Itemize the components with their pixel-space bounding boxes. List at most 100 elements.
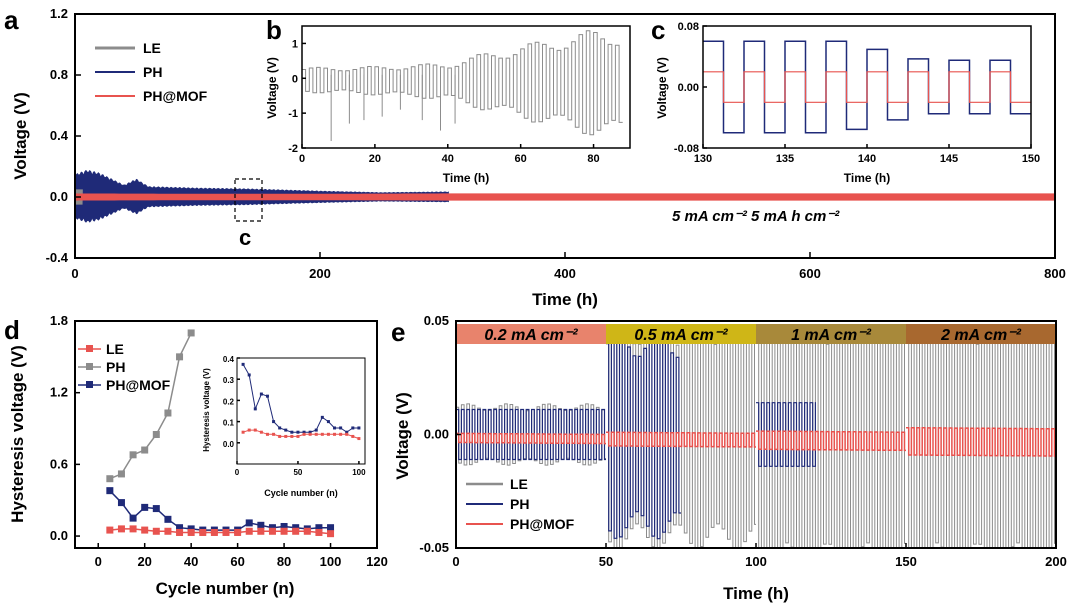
panel-e-ylabel: Voltage (V) xyxy=(393,392,412,480)
series-le-point xyxy=(278,434,282,438)
panel-c-xlabel: Time (h) xyxy=(844,171,890,185)
series-le-point xyxy=(106,526,114,534)
series-le-point xyxy=(314,432,318,436)
zoom-box-label: c xyxy=(239,225,251,250)
y-tick-label: 0.00 xyxy=(678,82,699,94)
panel-a-ylabel: Voltage (V) xyxy=(11,92,30,180)
panel-c-ylabel: Voltage (V) xyxy=(655,57,669,119)
legend-le-label: LE xyxy=(143,40,161,56)
legend-ph-label: PH xyxy=(143,64,162,80)
series-phmof-point xyxy=(345,430,349,434)
series-phmof-line xyxy=(906,426,1056,457)
rate-band xyxy=(906,324,1056,344)
series-phmof-point xyxy=(245,519,253,527)
series-ph-point xyxy=(176,353,184,361)
series-ph-point xyxy=(164,409,172,417)
y-tick-label: 0.2 xyxy=(223,397,235,406)
y-tick-label: -1 xyxy=(288,108,298,120)
y-tick-label: 0.1 xyxy=(223,419,235,428)
x-tick-label: 120 xyxy=(366,554,388,569)
rate-band-label: 0.5 mA cm⁻² xyxy=(634,327,728,344)
series-le-point xyxy=(303,527,311,535)
series-phmof-point xyxy=(320,415,324,419)
panel-d-label: d xyxy=(4,315,20,345)
series-phmof-line xyxy=(606,431,756,448)
series-le-point xyxy=(333,432,337,436)
series-phmof-point xyxy=(315,524,323,532)
legend-d-phmof-label: PH@MOF xyxy=(106,377,171,393)
series-le-point xyxy=(245,527,253,535)
rate-band-label: 1 mA cm⁻² xyxy=(791,327,872,344)
x-tick-label: 100 xyxy=(320,554,342,569)
legend-d-ph-label: PH xyxy=(106,359,125,375)
x-tick-label: 0 xyxy=(299,153,305,165)
panel-e-series xyxy=(456,344,1056,548)
y-tick-label: -0.4 xyxy=(46,250,69,265)
panel-d-inset-ticks: 0 50 100 0.0 0.1 0.2 0.3 0.4 xyxy=(223,355,366,477)
series-phmof-point xyxy=(247,373,251,377)
series-phmof-point xyxy=(106,487,114,495)
x-tick-label: 0 xyxy=(95,554,102,569)
x-tick-label: 800 xyxy=(1044,266,1066,281)
panel-b-ylabel: Voltage (V) xyxy=(265,57,279,119)
series-le-point xyxy=(117,525,125,533)
series-ph-point xyxy=(117,470,125,478)
x-tick-label: 140 xyxy=(858,153,876,165)
series-phmof-point xyxy=(290,430,294,434)
panel-e-xlabel: Time (h) xyxy=(723,584,789,603)
x-tick-label: 20 xyxy=(369,153,381,165)
series-phmof-point xyxy=(339,426,343,430)
y-tick-label: 0.08 xyxy=(678,21,699,33)
y-tick-label: 1.2 xyxy=(50,385,68,400)
series-phmof-point xyxy=(253,407,257,411)
series-phmof-line xyxy=(703,71,1031,103)
x-tick-label: 0 xyxy=(71,266,78,281)
series-phmof-point xyxy=(302,430,306,434)
series-ph-point xyxy=(129,451,137,459)
rate-band xyxy=(606,324,756,344)
x-tick-label: 145 xyxy=(940,153,958,165)
panel-e-plot-area xyxy=(456,344,1056,548)
y-tick-label: 1.8 xyxy=(50,313,68,328)
series-le-point xyxy=(351,434,355,438)
x-tick-label: 0 xyxy=(235,468,240,477)
y-tick-label: -0.05 xyxy=(419,540,449,555)
y-tick-label: 1 xyxy=(292,38,298,50)
x-tick-label: 0 xyxy=(452,554,459,569)
panel-e: 0.2 mA cm⁻² 0.5 mA cm⁻² 1 mA cm⁻² 2 mA cm⁻²… xyxy=(391,313,1067,603)
series-le-point xyxy=(253,428,257,432)
y-tick-label: 0.0 xyxy=(50,189,68,204)
series-le-point xyxy=(345,432,349,436)
x-tick-label: 135 xyxy=(776,153,794,165)
panel-e-ticks: 0 50 100 150 200 -0.05 0.00 0.05 xyxy=(419,313,1066,569)
rate-band xyxy=(456,324,606,344)
x-tick-label: 60 xyxy=(515,153,527,165)
series-phmof-point xyxy=(141,503,149,511)
series-le-point xyxy=(327,530,335,538)
y-tick-label: 0.00 xyxy=(424,427,449,442)
series-le-point xyxy=(210,528,218,536)
panel-a-plot-area xyxy=(74,169,1056,223)
series-phmof-line xyxy=(756,430,906,452)
panel-a-xlabel: Time (h) xyxy=(532,290,598,309)
legend-d-phmof-marker xyxy=(86,381,93,388)
legend-d-ph-marker xyxy=(86,363,93,370)
series-le-point xyxy=(222,528,230,536)
x-tick-label: 400 xyxy=(554,266,576,281)
panel-d-ticks: 0 20 40 60 80 100 120 0.0 0.6 1.2 1.8 xyxy=(50,313,388,569)
series-le-point xyxy=(241,430,245,434)
series-le-point xyxy=(326,432,330,436)
series-phmof-point xyxy=(278,426,282,430)
legend-d-le-label: LE xyxy=(106,341,124,357)
series-ph-point xyxy=(187,329,195,337)
series-le-point xyxy=(129,525,137,533)
y-tick-label: 0.0 xyxy=(223,440,235,449)
x-tick-label: 80 xyxy=(587,153,599,165)
series-phmof-band xyxy=(74,193,1056,201)
panel-d-inset-ylabel: Hysteresis voltage (V) xyxy=(202,368,211,452)
x-tick-label: 130 xyxy=(694,153,712,165)
legend-e-phmof-label: PH@MOF xyxy=(510,516,575,532)
series-le-point xyxy=(280,527,288,535)
series-phmof-point xyxy=(314,428,318,432)
